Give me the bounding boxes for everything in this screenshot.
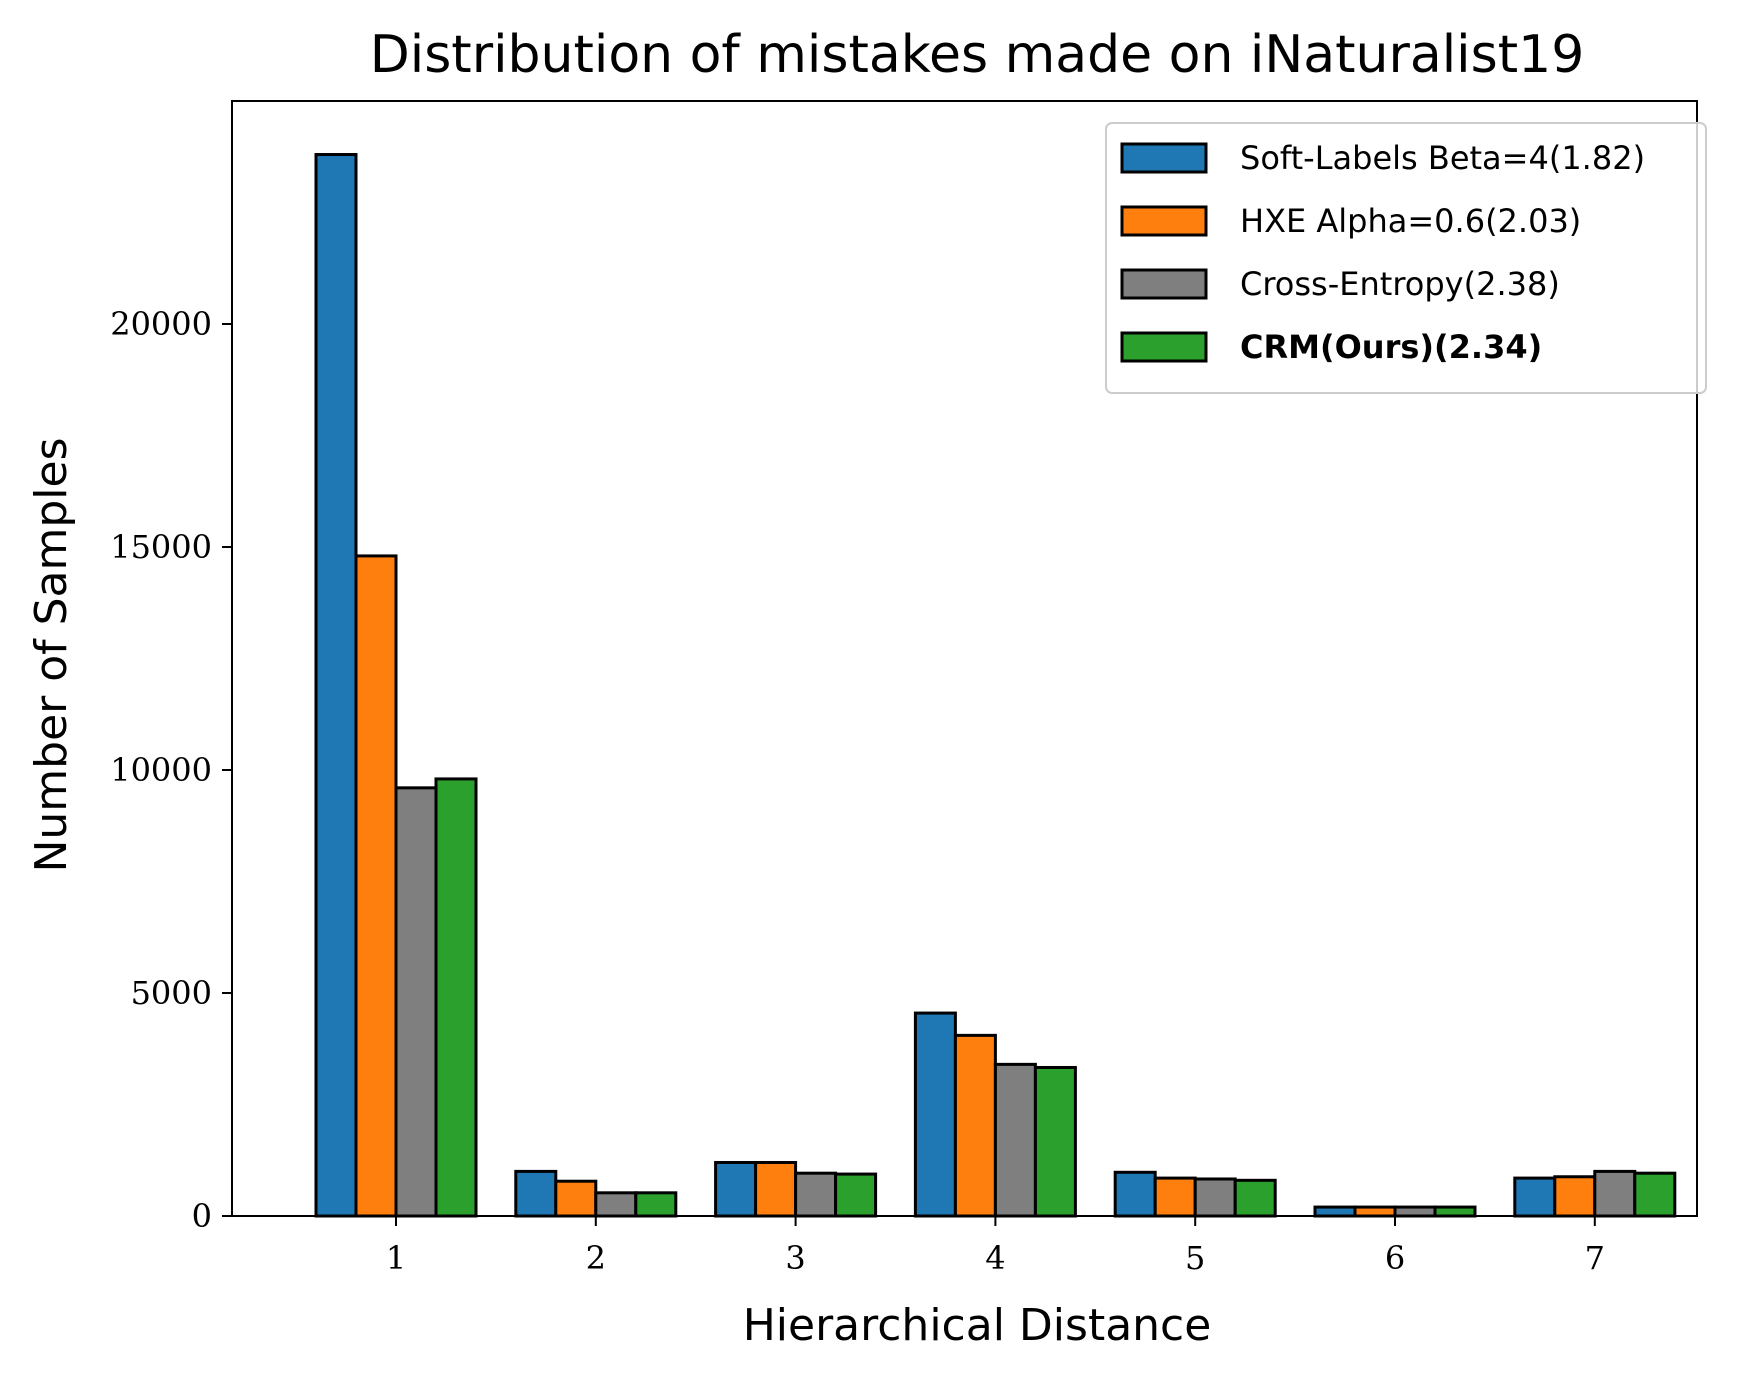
bar-series-2-cat-5: [1153, 1176, 1197, 1218]
bar-series-2-cat-3: [754, 1160, 798, 1218]
y-tick-label: 10000: [110, 751, 212, 789]
bar-series-2-cat-7: [1553, 1175, 1597, 1218]
bar-series-1-cat-5: [1113, 1170, 1157, 1218]
legend-swatch: [1120, 268, 1208, 300]
x-tick-label: 4: [985, 1239, 1005, 1277]
bar-series-4-cat-5: [1233, 1178, 1277, 1218]
y-axis-label: Number of Samples: [26, 437, 77, 872]
y-axis-ticks: 0 5000 10000 15000 20000: [110, 305, 232, 1235]
bar-series-4-cat-3: [834, 1172, 878, 1218]
bar-series-3-cat-3: [794, 1171, 838, 1218]
x-tick-label: 1: [386, 1239, 406, 1277]
bar-series-2-cat-6: [1353, 1205, 1397, 1218]
y-tick-label: 5000: [131, 974, 212, 1012]
bar-series-4-cat-7: [1633, 1171, 1677, 1218]
x-tick-label: 3: [785, 1239, 805, 1277]
bar-series-1-cat-7: [1513, 1176, 1557, 1218]
bar-series-1-cat-2: [514, 1169, 558, 1218]
x-tick-label: 6: [1385, 1239, 1405, 1277]
y-tick-label: 0: [192, 1197, 212, 1235]
legend-box: [1105, 122, 1707, 394]
x-tick-label: 5: [1185, 1239, 1205, 1277]
bar-series-4-cat-6: [1433, 1205, 1477, 1218]
bar-series-1-cat-1: [314, 153, 358, 1218]
bar-series-1-cat-3: [714, 1160, 758, 1218]
legend-swatch: [1120, 205, 1208, 237]
legend-label: HXE Alpha=0.6(2.03): [1240, 202, 1581, 240]
y-tick-label: 20000: [110, 305, 212, 343]
bar-series-4-cat-4: [1033, 1065, 1077, 1218]
plot-area-frame: [231, 100, 1698, 1217]
bar-series-1-cat-6: [1313, 1205, 1357, 1218]
bar-series-1-cat-4: [913, 1011, 957, 1218]
legend-label: Soft-Labels Beta=4(1.82): [1240, 139, 1645, 177]
bar-series-3-cat-4: [993, 1062, 1037, 1218]
bar-series-3-cat-1: [394, 786, 438, 1218]
legend: Soft-Labels Beta=4(1.82) HXE Alpha=0.6(2.…: [1105, 122, 1707, 394]
y-tick-label: 15000: [110, 528, 212, 566]
x-tick-label: 7: [1585, 1239, 1605, 1277]
x-axis-label: Hierarchical Distance: [743, 1300, 1212, 1351]
bar-series-2-cat-2: [554, 1179, 598, 1218]
bar-series-2-cat-4: [953, 1033, 997, 1218]
chart-title: Distribution of mistakes made on iNatura…: [370, 25, 1585, 85]
bar-series-3-cat-6: [1393, 1205, 1437, 1218]
bar-series-2-cat-1: [354, 554, 398, 1218]
bar-series-3-cat-2: [594, 1191, 638, 1218]
bar-series-3-cat-7: [1593, 1169, 1637, 1218]
x-tick-label: 2: [586, 1239, 606, 1277]
x-axis-ticks: 1 2 3 4 5 6 7: [386, 1216, 1605, 1277]
legend-label: Cross-Entropy(2.38): [1240, 265, 1560, 303]
legend-swatch: [1120, 331, 1208, 363]
legend-swatch: [1120, 142, 1208, 174]
bars-group: [314, 153, 1677, 1218]
legend-label: CRM(Ours)(2.34): [1240, 328, 1542, 366]
bar-series-4-cat-2: [634, 1191, 678, 1218]
bar-series-3-cat-5: [1193, 1177, 1237, 1218]
bar-series-4-cat-1: [434, 777, 478, 1218]
